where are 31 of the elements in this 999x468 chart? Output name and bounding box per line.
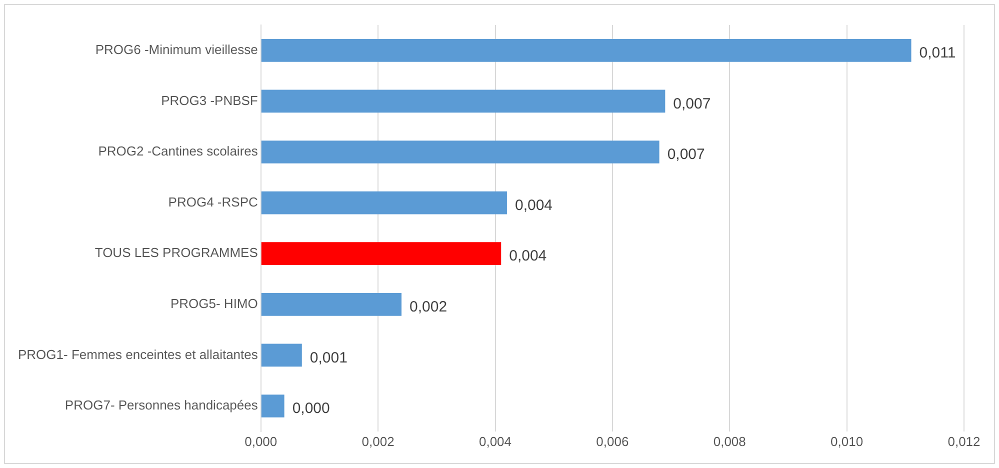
y-tick-label: TOUS LES PROGRAMMES (94, 245, 258, 260)
bar (261, 90, 666, 113)
y-tick-label: PROG1- Femmes enceintes et allaitantes (18, 346, 258, 362)
bar (261, 191, 507, 214)
y-tick-label: PROG3 -PNBSF (161, 92, 258, 108)
data-label: 0,002 (410, 298, 448, 316)
x-tick-label: 0,012 (948, 434, 980, 449)
bar (261, 292, 402, 316)
data-label: 0,000 (292, 400, 330, 418)
x-tick-label: 0,002 (362, 434, 394, 449)
y-tick-label: PROG2 -Cantines scolaires (98, 144, 258, 159)
y-tick-label: PROG7- Personnes handicapées (64, 398, 258, 413)
bar (261, 38, 912, 62)
data-label: 0,007 (667, 146, 705, 164)
bar (261, 394, 284, 418)
x-tick-label: 0,010 (830, 434, 864, 449)
y-tick-label: PROG5- HIMO (170, 296, 258, 311)
x-tick-label: 0,000 (244, 434, 278, 449)
bar (261, 242, 502, 266)
y-tick-label: PROG4 -RSPC (168, 194, 258, 210)
data-label: 0,011 (919, 44, 956, 62)
bar (261, 344, 302, 367)
data-label: 0,004 (514, 196, 553, 214)
y-tick-label: PROG6 -Minimum vieillesse (95, 42, 258, 57)
x-tick-label: 0,006 (596, 434, 629, 449)
x-tick-label: 0,004 (478, 434, 512, 449)
data-label: 0,004 (509, 248, 547, 265)
bar (261, 140, 660, 164)
data-label: 0,001 (310, 349, 348, 366)
x-tick-label: 0,008 (713, 434, 746, 449)
data-label: 0,007 (673, 95, 711, 112)
